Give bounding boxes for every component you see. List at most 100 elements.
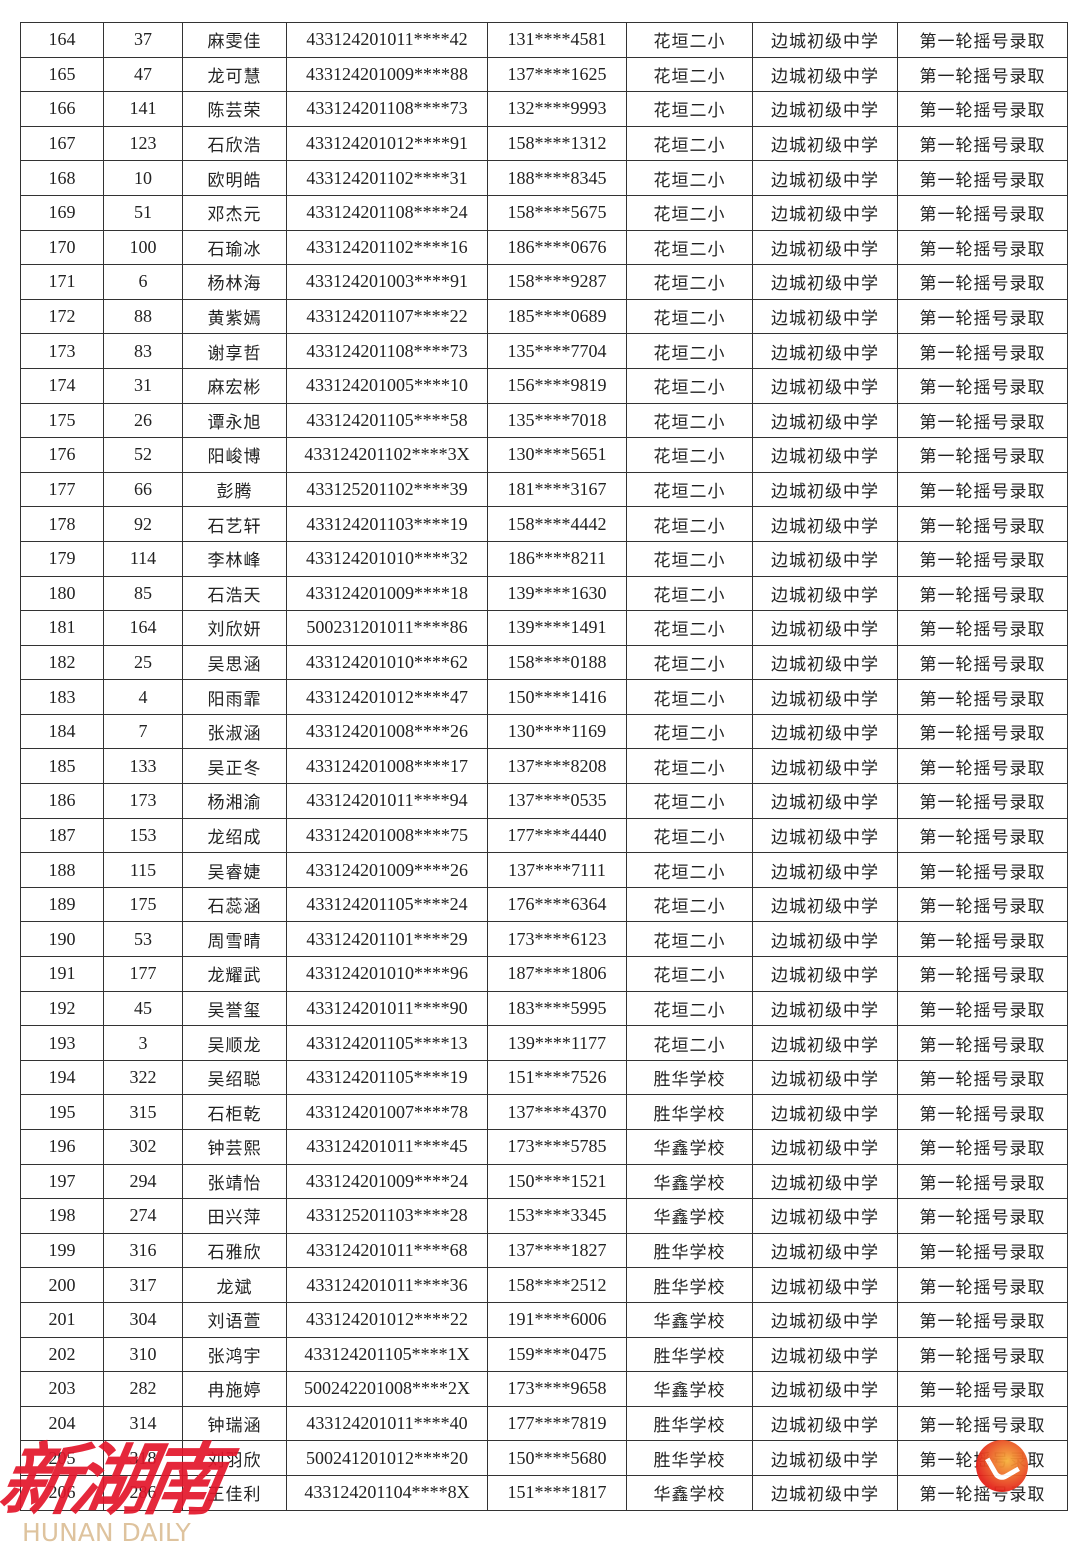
- serial-number-cell: 177: [20, 471, 104, 508]
- phone-number-cell: 150****1521: [487, 1163, 627, 1200]
- table-row: 189 175 石蕊涵 433124201105****24 176****6364 花垣…: [20, 886, 1068, 923]
- admission-method-cell: 第一轮摇号录取: [897, 540, 1068, 577]
- phone-number-cell: 183****5995: [487, 990, 627, 1027]
- student-name-cell: 龙可慧: [182, 56, 287, 93]
- admission-method-cell: 第一轮摇号录取: [897, 194, 1068, 231]
- serial-number-cell: 195: [20, 1094, 104, 1130]
- serial-number-cell: 189: [20, 886, 104, 923]
- table-row: 186 173 杨湘渝 433124201011****94 137****0535 花垣…: [20, 783, 1068, 819]
- id-number-cell: 433124201103****19: [286, 506, 488, 542]
- lottery-number-cell: 115: [103, 852, 183, 888]
- phone-number-cell: 153****3345: [487, 1198, 627, 1234]
- id-number-cell: 433124201101****29: [286, 921, 488, 958]
- phone-number-cell: 158****4442: [487, 506, 627, 542]
- lottery-number-cell: 6: [103, 264, 183, 300]
- phone-number-cell: 188****8345: [487, 160, 627, 196]
- primary-school-cell: 花垣二小: [626, 886, 753, 923]
- admission-method-cell: 第一轮摇号录取: [897, 679, 1068, 715]
- lottery-number-cell: 318: [103, 1440, 183, 1476]
- admitted-school-cell: 边城初级中学: [752, 506, 898, 542]
- admitted-school-cell: 边城初级中学: [752, 437, 898, 473]
- table-row: 166 141 陈芸荣 433124201108****73 132****9993 花垣…: [20, 91, 1068, 127]
- student-name-cell: 谢享哲: [182, 333, 287, 369]
- admitted-school-cell: 边城初级中学: [752, 229, 898, 266]
- lottery-number-cell: 85: [103, 575, 183, 612]
- admission-method-cell: 第一轮摇号录取: [897, 1198, 1068, 1234]
- serial-number-cell: 206: [20, 1474, 104, 1511]
- student-name-cell: 石欣浩: [182, 125, 287, 162]
- table-row: 174 31 麻宏彬 433124201005****10 156****9819 花垣二…: [20, 367, 1068, 404]
- student-name-cell: 石瑜冰: [182, 229, 287, 266]
- table-row: 196 302 钟芸熙 433124201011****45 173****5785 华鑫…: [20, 1129, 1068, 1165]
- id-number-cell: 433125201102****39: [286, 471, 488, 508]
- lottery-number-cell: 92: [103, 506, 183, 542]
- lottery-number-cell: 31: [103, 367, 183, 404]
- phone-number-cell: 158****1312: [487, 125, 627, 162]
- student-name-cell: 石柜乾: [182, 1094, 287, 1130]
- primary-school-cell: 花垣二小: [626, 333, 753, 369]
- admission-method-cell: 第一轮摇号录取: [897, 1059, 1068, 1096]
- student-name-cell: 龙绍成: [182, 817, 287, 854]
- admission-method-cell: 第一轮摇号录取: [897, 229, 1068, 266]
- student-name-cell: 刘羽欣: [182, 1440, 287, 1476]
- lottery-number-cell: 25: [103, 644, 183, 681]
- primary-school-cell: 花垣二小: [626, 56, 753, 93]
- admission-method-cell: 第一轮摇号录取: [897, 125, 1068, 162]
- admission-method-cell: 第一轮摇号录取: [897, 1405, 1068, 1442]
- serial-number-cell: 183: [20, 679, 104, 715]
- student-name-cell: 黄紫嫣: [182, 298, 287, 335]
- id-number-cell: 433124201011****90: [286, 990, 488, 1027]
- admitted-school-cell: 边城初级中学: [752, 852, 898, 888]
- id-number-cell: 433124201108****73: [286, 91, 488, 127]
- table-row: 167 123 石欣浩 433124201012****91 158****1312 花垣…: [20, 125, 1068, 162]
- serial-number-cell: 199: [20, 1232, 104, 1269]
- lottery-number-cell: 66: [103, 471, 183, 508]
- lottery-number-cell: 286: [103, 1474, 183, 1511]
- student-name-cell: 张靖怡: [182, 1163, 287, 1200]
- table-row: 187 153 龙绍成 433124201008****75 177****4440 花垣…: [20, 817, 1068, 854]
- lottery-number-cell: 315: [103, 1094, 183, 1130]
- primary-school-cell: 花垣二小: [626, 367, 753, 404]
- lottery-number-cell: 37: [103, 22, 183, 58]
- admission-method-cell: 第一轮摇号录取: [897, 852, 1068, 888]
- admission-method-cell: 第一轮摇号录取: [897, 471, 1068, 508]
- admission-table: 164 37 麻雯佳 433124201011****42 131****4581 花垣二…: [20, 22, 1068, 1511]
- id-number-cell: 433124201102****3X: [286, 437, 488, 473]
- lottery-number-cell: 175: [103, 886, 183, 923]
- admission-method-cell: 第一轮摇号录取: [897, 956, 1068, 992]
- admission-method-cell: 第一轮摇号录取: [897, 1336, 1068, 1373]
- table-row: 194 322 吴绍聪 433124201105****19 151****7526 胜华…: [20, 1059, 1068, 1096]
- lottery-number-cell: 123: [103, 125, 183, 162]
- admitted-school-cell: 边城初级中学: [752, 264, 898, 300]
- student-name-cell: 钟瑞涵: [182, 1405, 287, 1442]
- serial-number-cell: 176: [20, 437, 104, 473]
- id-number-cell: 433124201105****19: [286, 1059, 488, 1096]
- primary-school-cell: 花垣二小: [626, 437, 753, 473]
- phone-number-cell: 158****0188: [487, 644, 627, 681]
- id-number-cell: 433124201003****91: [286, 264, 488, 300]
- primary-school-cell: 胜华学校: [626, 1094, 753, 1130]
- id-number-cell: 433124201005****10: [286, 367, 488, 404]
- table-row: 197 294 张靖怡 433124201009****24 150****1521 华鑫…: [20, 1163, 1068, 1200]
- phone-number-cell: 137****8208: [487, 748, 627, 785]
- lottery-number-cell: 114: [103, 540, 183, 577]
- lottery-number-cell: 45: [103, 990, 183, 1027]
- serial-number-cell: 170: [20, 229, 104, 266]
- table-row: 180 85 石浩天 433124201009****18 139****1630 花垣二…: [20, 575, 1068, 612]
- serial-number-cell: 178: [20, 506, 104, 542]
- id-number-cell: 433124201108****73: [286, 333, 488, 369]
- lottery-number-cell: 282: [103, 1371, 183, 1407]
- serial-number-cell: 168: [20, 160, 104, 196]
- table-row: 202 310 张鸿宇 433124201105****1X 159****0475 胜华…: [20, 1336, 1068, 1373]
- serial-number-cell: 192: [20, 990, 104, 1027]
- primary-school-cell: 花垣二小: [626, 402, 753, 439]
- primary-school-cell: 花垣二小: [626, 506, 753, 542]
- admitted-school-cell: 边城初级中学: [752, 22, 898, 58]
- admitted-school-cell: 边城初级中学: [752, 956, 898, 992]
- lottery-number-cell: 304: [103, 1301, 183, 1338]
- student-name-cell: 龙斌: [182, 1267, 287, 1303]
- admission-method-cell: 第一轮摇号录取: [897, 990, 1068, 1027]
- admission-method-cell: 第一轮摇号录取: [897, 91, 1068, 127]
- admitted-school-cell: 边城初级中学: [752, 56, 898, 93]
- lottery-number-cell: 10: [103, 160, 183, 196]
